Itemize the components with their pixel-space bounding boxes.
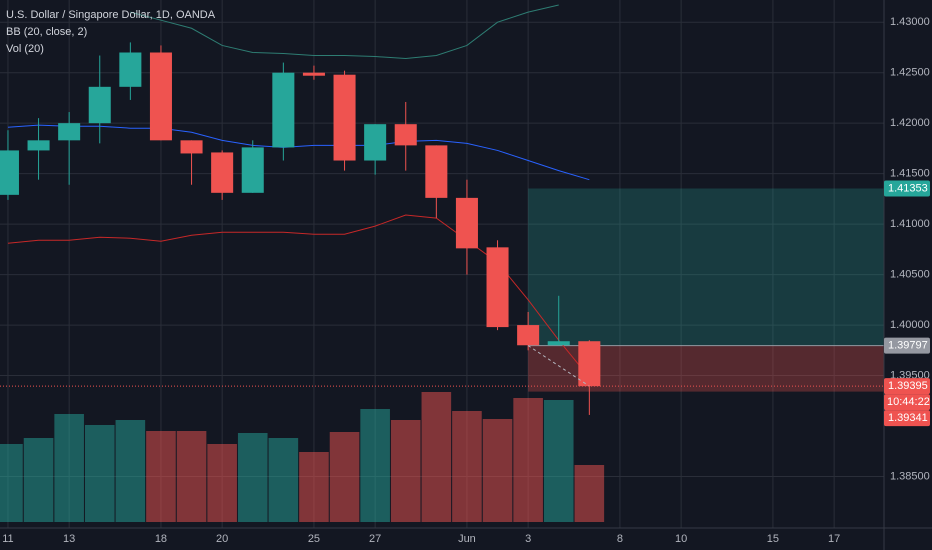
x-tick-label: 18 xyxy=(155,533,167,545)
volume-bar xyxy=(390,420,421,522)
y-tick-label: 1.40500 xyxy=(890,269,930,281)
volume-bar xyxy=(146,431,176,522)
volume-bar xyxy=(207,444,237,522)
volume-bar xyxy=(482,419,513,522)
volume-bar xyxy=(54,414,84,522)
x-tick-label: 8 xyxy=(617,533,623,545)
y-tick-label: 1.43000 xyxy=(890,16,930,28)
candle-body xyxy=(425,145,448,198)
volume-bar xyxy=(23,438,54,522)
bollinger-band xyxy=(130,4,559,60)
price-tag xyxy=(884,410,930,427)
volume-bar xyxy=(268,438,299,522)
price-tag-label: 1.39395 xyxy=(888,380,928,392)
volume-bar xyxy=(513,398,543,522)
y-tick-label: 1.41000 xyxy=(890,218,930,230)
price-tag-label: 1.39797 xyxy=(888,339,928,351)
x-tick-label: 10 xyxy=(675,533,687,545)
candle-body xyxy=(241,147,264,193)
axes: 1.43000 1.42500 1.42000 1.41500 1.41000 1.405… xyxy=(2,16,930,545)
price-tag xyxy=(884,180,930,197)
candle-body xyxy=(394,124,417,146)
indicator-label: BB (20, close, 2) xyxy=(6,26,87,38)
candle-body xyxy=(578,341,601,387)
candle-body xyxy=(302,72,325,76)
indicator-label: Vol (20) xyxy=(6,43,44,55)
candle-body xyxy=(517,325,540,346)
bollinger-band xyxy=(7,124,590,181)
x-tick-label: 20 xyxy=(216,533,228,545)
volume-bar xyxy=(176,431,207,522)
candle-body xyxy=(272,72,295,148)
candle-body xyxy=(0,150,19,195)
countdown-label: 10:44:22 xyxy=(887,396,930,408)
candle-body xyxy=(27,140,50,151)
candle-body xyxy=(58,123,81,141)
volume-bar xyxy=(237,433,268,522)
price-tag-label: 1.39341 xyxy=(888,412,928,424)
candle-body xyxy=(149,52,172,141)
y-tick-label: 1.42500 xyxy=(890,67,930,79)
y-tick-label: 1.38500 xyxy=(890,470,930,482)
candle-body xyxy=(486,247,509,328)
price-tag xyxy=(884,337,930,354)
x-tick-label: 17 xyxy=(828,533,840,545)
candle-body xyxy=(333,74,356,161)
candle-body xyxy=(211,152,234,193)
candle-body xyxy=(364,124,387,161)
candle-body xyxy=(547,341,570,346)
candle-body xyxy=(455,197,478,249)
price-tag-label: 1.41353 xyxy=(888,182,928,194)
price-tag xyxy=(884,378,930,395)
candle-body xyxy=(180,140,203,154)
position-connector xyxy=(527,345,590,387)
y-tick-label: 1.40000 xyxy=(890,319,930,331)
candle-body xyxy=(119,52,142,87)
plot-area xyxy=(0,4,884,522)
x-tick-label: 11 xyxy=(2,533,13,545)
volume-bar xyxy=(360,409,390,522)
volume-bar xyxy=(452,411,482,522)
target-zone xyxy=(528,188,884,346)
volume-bar xyxy=(84,425,115,522)
y-tick-label: 1.42000 xyxy=(890,117,930,129)
x-tick-label: 25 xyxy=(308,533,320,545)
x-tick-label: 3 xyxy=(525,533,531,545)
volume-bar xyxy=(543,400,574,522)
chart-title: U.S. Dollar / Singapore Dollar, 1D, OAND… xyxy=(6,9,216,21)
x-tick-label: 15 xyxy=(767,533,779,545)
volume-bar xyxy=(421,392,452,522)
volume-bar xyxy=(0,444,23,522)
volume-bar xyxy=(299,452,329,522)
x-tick-label: 27 xyxy=(369,533,381,545)
candle-body xyxy=(88,86,111,124)
x-tick-label: Jun xyxy=(458,533,476,545)
volume-bar xyxy=(574,465,605,522)
x-tick-label: 13 xyxy=(63,533,75,545)
y-tick-label: 1.41500 xyxy=(890,168,930,180)
volume-bar xyxy=(115,420,146,522)
volume-bar xyxy=(329,432,360,522)
countdown-tag xyxy=(884,394,930,411)
